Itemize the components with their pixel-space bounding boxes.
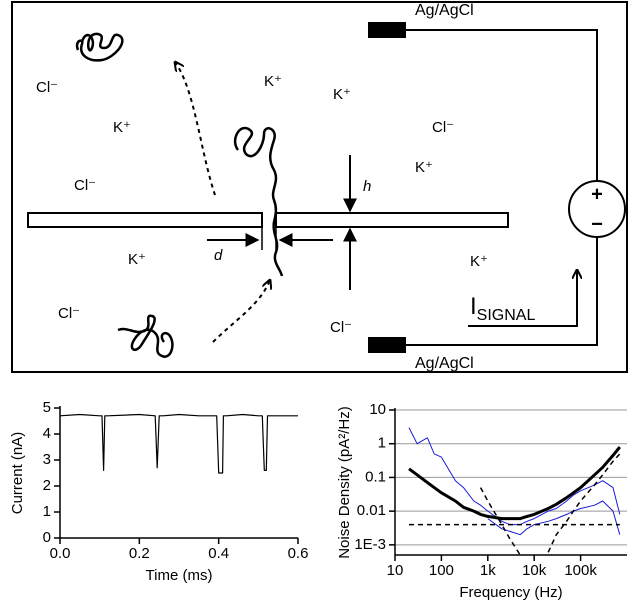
- ion-label: K⁺: [333, 86, 351, 103]
- current-label: ISIGNAL: [470, 293, 535, 324]
- translocation-arrow: [212, 280, 270, 343]
- data-line: [408, 427, 621, 526]
- ion-label: Cl⁻: [58, 305, 80, 322]
- x-tick-label: 0.4: [208, 545, 229, 562]
- ion-label: Cl⁻: [36, 79, 58, 96]
- x-tick-label: 0.2: [129, 545, 150, 562]
- y-tick-label: 0: [43, 529, 51, 546]
- x-tick-label: 100: [429, 562, 454, 579]
- x-tick-label: 100k: [564, 562, 597, 579]
- y-tick-label: 3: [43, 451, 51, 468]
- current-symbol: I: [470, 293, 477, 320]
- d-label: d: [214, 247, 223, 264]
- x-tick-label: 1k: [480, 562, 496, 579]
- ion-label: K⁺: [128, 251, 146, 268]
- chart: 0 1 2 3 4 5 0.0 0.2 0.4 0.6 Time (ms) Current (nA): [9, 399, 308, 584]
- electrode-label: Ag/AgCl: [415, 355, 474, 372]
- y-tick-label: 2: [43, 477, 51, 494]
- x-axis-title: Frequency (Hz): [459, 584, 562, 601]
- y-tick-label: 5: [43, 399, 51, 416]
- x-axis-title: Time (ms): [146, 567, 213, 584]
- y-tick-label: 1: [378, 435, 386, 452]
- y-tick-label: 4: [43, 425, 51, 442]
- dna-strand: [117, 314, 174, 358]
- data-line: [59, 413, 298, 474]
- nanopore-diagram: + − Ag/AgCl Ag/AgCl ISIGNAL h d: [11, 1, 628, 373]
- data-line: [408, 446, 621, 521]
- ion-label: Cl⁻: [330, 319, 352, 336]
- voltage-source: [568, 180, 626, 238]
- ion-label: Cl⁻: [74, 177, 96, 194]
- x-tick-label: 0.0: [50, 545, 71, 562]
- x-tick-label: 10k: [522, 562, 547, 579]
- electrode-top: [368, 22, 406, 38]
- battery-minus: −: [591, 213, 603, 235]
- y-tick-label: 0.1: [365, 468, 386, 485]
- dna-strand: [75, 32, 124, 62]
- ion-label: K⁺: [470, 253, 488, 270]
- wire: [406, 29, 598, 346]
- y-tick-label: 1E-3: [354, 536, 386, 553]
- data-line: [479, 453, 621, 556]
- ion-label: K⁺: [264, 73, 282, 90]
- battery-plus: +: [591, 183, 603, 205]
- ion-label: Cl⁻: [432, 119, 454, 136]
- ion-label: K⁺: [415, 159, 433, 176]
- x-tick-label: 10: [387, 562, 404, 579]
- ion-label: K⁺: [113, 119, 131, 136]
- y-tick-label: 10: [369, 401, 386, 418]
- h-label: h: [363, 178, 371, 195]
- y-tick-label: 0.01: [357, 502, 386, 519]
- y-axis-title: Current (nA): [9, 432, 26, 515]
- chamber: [11, 1, 628, 373]
- membrane-left: [27, 212, 263, 228]
- membrane-right: [275, 212, 509, 228]
- electrode-bottom: [368, 337, 406, 353]
- x-tick-label: 0.6: [288, 545, 309, 562]
- current-arrow: [468, 270, 577, 327]
- electrode-label: Ag/AgCl: [415, 2, 474, 19]
- y-tick-label: 1: [43, 503, 51, 520]
- translocation-arrow: [175, 62, 216, 196]
- current-subscript: SIGNAL: [477, 307, 536, 324]
- y-axis-title: Noise Density (pA²/Hz): [336, 406, 353, 559]
- data-line: [487, 500, 621, 536]
- dna-strand: [233, 126, 284, 277]
